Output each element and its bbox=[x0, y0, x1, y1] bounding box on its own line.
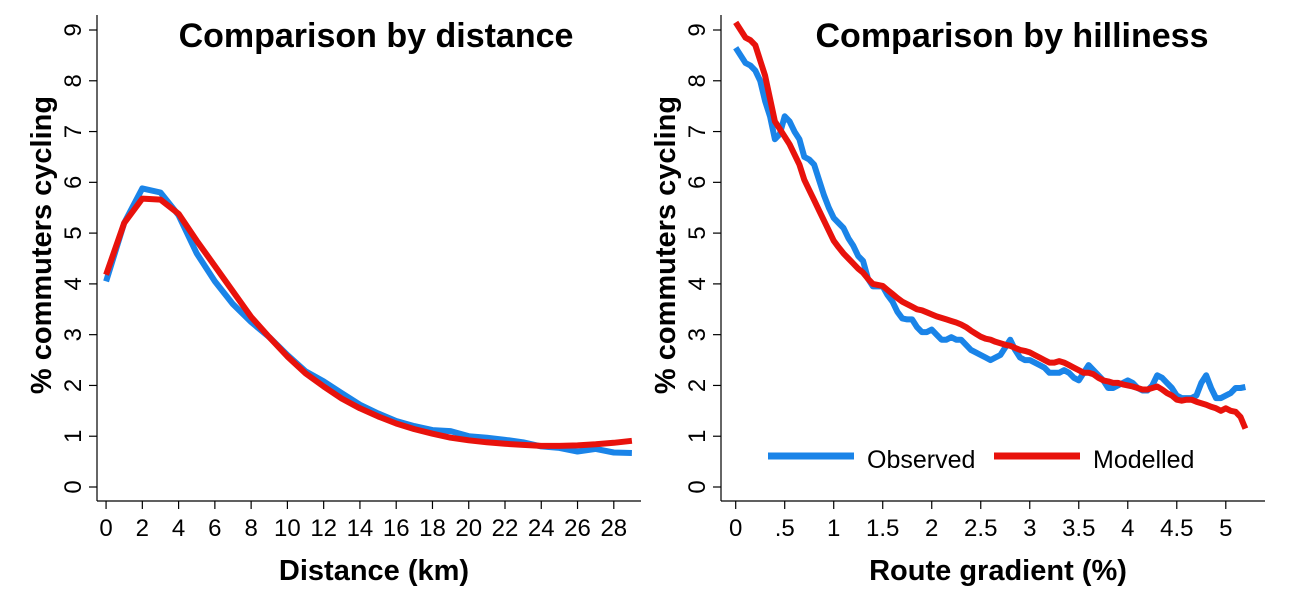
x-tick-label-hilliness: 2.5 bbox=[964, 515, 997, 542]
y-tick-label-distance: 3 bbox=[60, 328, 87, 341]
x-tick-label-distance: 6 bbox=[208, 515, 221, 542]
y-tick-label-hilliness: 0 bbox=[684, 480, 711, 493]
y-tick-label-distance: 4 bbox=[60, 277, 87, 290]
y-tick-label-hilliness: 7 bbox=[684, 125, 711, 138]
x-tick-label-distance: 4 bbox=[172, 515, 185, 542]
legend-label-modelled: Modelled bbox=[1093, 446, 1194, 474]
x-tick-label-hilliness: 4.5 bbox=[1160, 515, 1193, 542]
x-tick-label-distance: 22 bbox=[492, 515, 519, 542]
y-tick-label-hilliness: 6 bbox=[684, 176, 711, 189]
x-tick-label-hilliness: 4 bbox=[1121, 515, 1134, 542]
y-tick-label-hilliness: 2 bbox=[684, 379, 711, 392]
series-line-observed-hilliness bbox=[733, 46, 1246, 402]
x-tick-label-hilliness: 1.5 bbox=[866, 515, 899, 542]
chart-title-distance: Comparison by distance bbox=[179, 17, 574, 55]
y-tick-label-hilliness: 3 bbox=[684, 328, 711, 341]
series-line-modelled-hilliness bbox=[733, 20, 1249, 430]
x-axis-label-hilliness: Route gradient (%) bbox=[869, 555, 1127, 587]
x-tick-label-distance: 24 bbox=[528, 515, 555, 542]
x-tick-label-distance: 12 bbox=[310, 515, 337, 542]
y-tick-label-distance: 0 bbox=[60, 480, 87, 493]
x-tick-label-hilliness: 2 bbox=[925, 515, 938, 542]
y-tick-label-hilliness: 8 bbox=[684, 74, 711, 87]
x-tick-label-distance: 18 bbox=[419, 515, 446, 542]
y-tick-label-distance: 6 bbox=[60, 176, 87, 189]
x-tick-label-hilliness: 5 bbox=[1219, 515, 1232, 542]
x-tick-label-distance: 16 bbox=[383, 515, 410, 542]
x-tick-label-distance: 8 bbox=[244, 515, 257, 542]
chart-title-hilliness: Comparison by hilliness bbox=[816, 17, 1209, 55]
y-tick-label-hilliness: 4 bbox=[684, 277, 711, 290]
x-tick-label-hilliness: .5 bbox=[775, 515, 795, 542]
x-axis-label-distance: Distance (km) bbox=[279, 555, 469, 587]
y-axis-label-hilliness: % commuters cycling bbox=[650, 96, 682, 394]
x-tick-label-distance: 20 bbox=[455, 515, 482, 542]
x-tick-label-hilliness: 3.5 bbox=[1062, 515, 1095, 542]
hilliness-panel: Comparison by hilliness Route gradient (… bbox=[650, 15, 1265, 587]
y-tick-label-distance: 1 bbox=[60, 430, 87, 443]
y-tick-label-hilliness: 1 bbox=[684, 430, 711, 443]
x-tick-label-hilliness: 0 bbox=[729, 515, 742, 542]
legend-label-observed: Observed bbox=[867, 446, 975, 474]
x-tick-label-distance: 28 bbox=[600, 515, 627, 542]
x-tick-label-distance: 10 bbox=[274, 515, 301, 542]
y-tick-label-hilliness: 5 bbox=[684, 226, 711, 239]
y-tick-label-distance: 8 bbox=[60, 74, 87, 87]
y-tick-label-distance: 7 bbox=[60, 125, 87, 138]
y-axis-label-distance: % commuters cycling bbox=[26, 96, 58, 394]
x-tick-label-distance: 0 bbox=[99, 515, 112, 542]
y-tick-label-hilliness: 9 bbox=[684, 23, 711, 36]
x-tick-label-hilliness: 3 bbox=[1023, 515, 1036, 542]
x-tick-label-distance: 2 bbox=[136, 515, 149, 542]
x-tick-label-hilliness: 1 bbox=[827, 515, 840, 542]
x-tick-label-distance: 26 bbox=[564, 515, 591, 542]
distance-panel: Comparison by distance Distance (km) % c… bbox=[26, 15, 641, 587]
y-tick-label-distance: 2 bbox=[60, 379, 87, 392]
y-tick-label-distance: 9 bbox=[60, 23, 87, 36]
x-tick-label-distance: 14 bbox=[347, 515, 374, 542]
series-line-modelled-distance bbox=[103, 195, 633, 449]
y-tick-label-distance: 5 bbox=[60, 226, 87, 239]
legend: Observed Modelled bbox=[768, 446, 1194, 474]
